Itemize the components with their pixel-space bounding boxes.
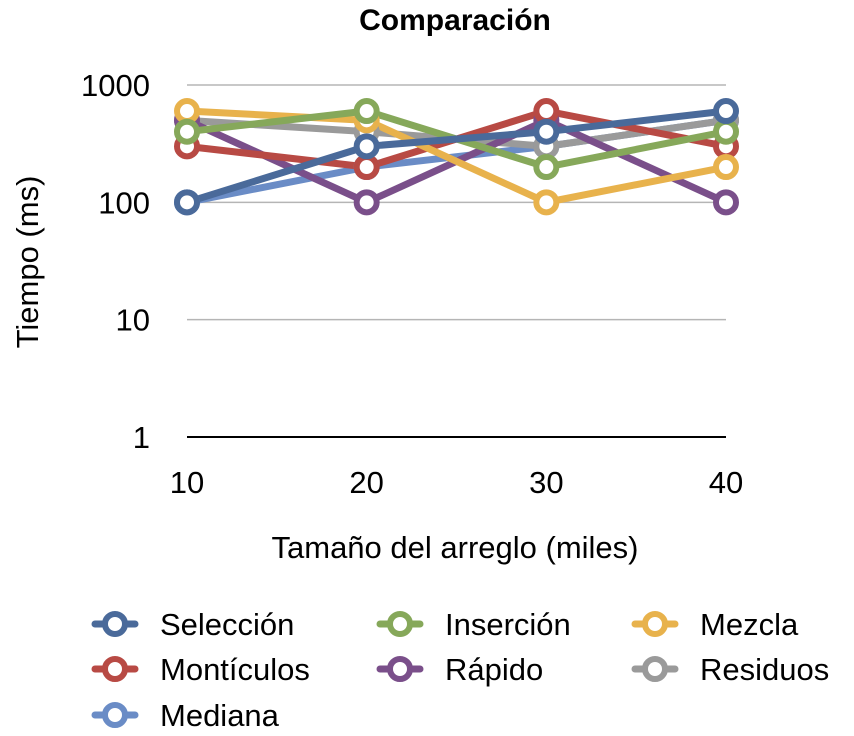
series-line [183,107,730,206]
legend-label: Montículos [160,652,310,687]
y-tick-label: 100 [98,185,150,220]
y-axis-label: Tiempo (ms) [10,176,45,349]
legend-label: Selección [160,607,294,642]
series-lines [183,107,730,206]
legend-label: Rápido [445,652,543,687]
data-point [353,189,380,216]
legend-marker [102,656,128,682]
x-tick-label: 30 [529,465,563,500]
y-tick-label: 1000 [81,68,150,103]
legend-marker [102,702,128,728]
legend-marker [642,656,668,682]
series-points [174,98,739,216]
data-point [353,154,380,181]
x-tick-label: 10 [170,465,204,500]
legend-label: Residuos [700,652,829,687]
legend-marker [387,656,413,682]
data-point [533,154,560,181]
x-axis-ticks: 10 20 30 40 [170,465,743,500]
data-point [713,98,739,125]
legend-marker [387,611,413,637]
x-tick-label: 40 [709,465,743,500]
legend-label: Inserción [445,607,571,642]
x-axis-label: Tamaño del arreglo (miles) [272,530,639,565]
y-axis-ticks: 1 10 100 1000 [81,68,150,455]
data-point [533,189,560,216]
data-point [174,189,200,216]
data-point [533,118,560,145]
chart-title: Comparación [359,4,551,37]
legend: Selección Inserción Mezcla Montículos Rápido… [91,607,829,733]
data-point [353,98,380,125]
y-tick-label: 1 [133,420,150,455]
data-point [174,98,200,125]
legend-label: Mediana [160,698,280,733]
data-point [713,118,739,145]
series-line [183,107,730,206]
data-point [713,189,739,216]
legend-marker [642,611,668,637]
legend-label: Mezcla [700,607,799,642]
data-point [353,133,380,160]
y-tick-label: 10 [116,303,150,338]
legend-marker [102,611,128,637]
data-point [533,98,560,125]
grid-lines [187,84,726,438]
x-tick-label: 20 [349,465,383,500]
data-point [713,154,739,181]
data-point [174,118,200,145]
